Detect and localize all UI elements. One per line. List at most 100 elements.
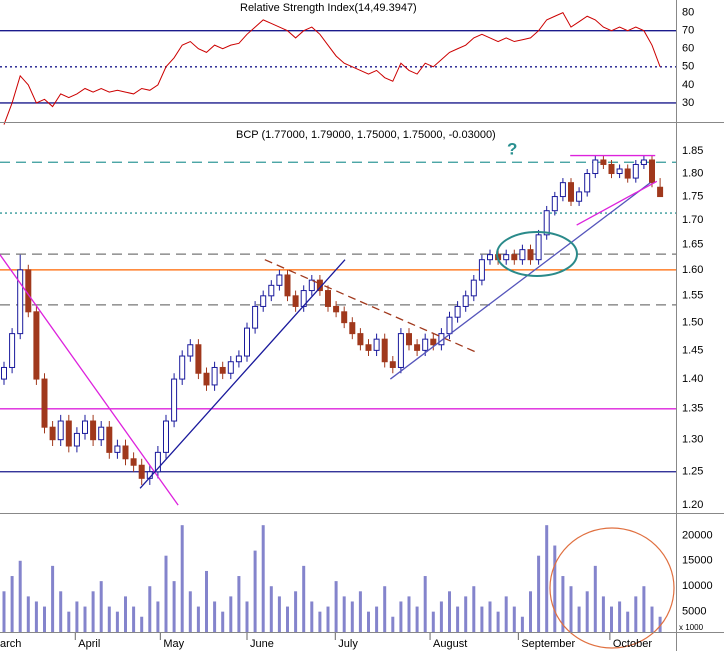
volume-bar — [383, 586, 387, 632]
volume-bar — [650, 606, 654, 632]
candle-body — [454, 305, 461, 318]
volume-bar — [553, 545, 557, 632]
volume-bar — [601, 596, 605, 632]
x-tick-label: September — [521, 638, 575, 650]
candle-body — [163, 420, 169, 453]
candle-body — [235, 355, 242, 363]
volume-bar — [302, 565, 306, 632]
volume-bar — [99, 581, 103, 632]
panel — [0, 11, 680, 125]
volume-bar — [237, 576, 241, 632]
volume-bar — [59, 591, 63, 632]
x-tick-label: October — [613, 638, 652, 650]
volume-bar — [610, 606, 613, 632]
volume-bar — [456, 606, 460, 632]
candle-body — [357, 333, 364, 346]
trend-line — [389, 182, 651, 380]
volume-bar — [310, 601, 314, 632]
volume-bar — [156, 601, 160, 632]
volume-bar — [545, 525, 549, 632]
y-tick-label: 1.20 — [682, 499, 703, 511]
volume-bar — [577, 606, 581, 632]
candle-body — [365, 344, 372, 351]
candle-body — [308, 279, 315, 292]
candle-body — [341, 311, 348, 324]
volume-bar — [642, 586, 646, 632]
candle-body — [503, 254, 510, 261]
volume-bar — [221, 611, 225, 632]
volume-bar — [286, 606, 289, 632]
volume-bar — [658, 616, 662, 632]
volume-bar — [480, 606, 484, 632]
volume-bar — [51, 565, 55, 632]
y-tick-label: 15000 — [682, 555, 713, 567]
volume-bar — [229, 596, 233, 632]
x-tick-label: July — [338, 638, 358, 650]
volume-bar — [132, 606, 136, 632]
candle-body — [543, 210, 550, 236]
volume-bar — [26, 596, 30, 632]
candle-body — [41, 378, 48, 428]
candle-body — [114, 445, 121, 453]
volume-bar — [342, 596, 346, 632]
x-tick-label: May — [163, 638, 184, 650]
candle-body — [17, 269, 24, 335]
volume-bar — [180, 525, 184, 632]
volume-bar — [334, 581, 338, 632]
y-tick-label: 50 — [682, 61, 694, 73]
volume-bar — [448, 591, 451, 632]
trend-line — [0, 254, 179, 506]
candle-body — [349, 322, 356, 335]
volume-bar — [277, 596, 281, 632]
volume-bar — [375, 606, 379, 632]
volume-bar — [358, 591, 362, 632]
y-tick-label: 1.65 — [682, 239, 703, 251]
candle-body — [568, 182, 574, 202]
candle-body — [535, 234, 542, 261]
unit-label: x 1000 — [679, 623, 704, 632]
volume-bar — [537, 555, 541, 632]
rsi-title: Relative Strength Index(14,49.3947) — [240, 2, 417, 14]
candle-body — [592, 159, 599, 175]
volume-bar — [91, 591, 95, 632]
candle-body — [9, 333, 16, 368]
x-tick-label: April — [78, 638, 100, 650]
axis-strip — [676, 0, 724, 651]
volume-bar — [634, 596, 638, 632]
candle-body — [511, 254, 518, 261]
rsi-line — [3, 11, 661, 125]
volume-bar — [140, 616, 144, 632]
volume-bar — [464, 596, 468, 632]
y-tick-label: 10000 — [682, 580, 713, 592]
candle-body — [130, 458, 137, 466]
volume-bar — [124, 596, 127, 632]
candle-body — [82, 420, 88, 434]
candle-body — [527, 249, 534, 261]
volume-bar — [626, 611, 630, 632]
candle-body — [211, 366, 218, 386]
y-tick-label: 5000 — [682, 606, 706, 618]
candle-body — [640, 159, 647, 165]
candle-body — [106, 426, 113, 453]
candle-body — [600, 159, 607, 165]
volume-bar — [561, 576, 565, 632]
y-tick-label: 70 — [682, 25, 694, 37]
candle-body — [57, 420, 64, 441]
candle-body — [25, 269, 32, 313]
y-tick-label: 60 — [682, 43, 694, 55]
price-title: BCP (1.77000, 1.79000, 1.75000, 1.75000,… — [236, 129, 496, 141]
y-tick-label: 1.60 — [682, 264, 703, 276]
candle-body — [333, 305, 340, 313]
candle-body — [422, 338, 429, 351]
candle-body — [292, 295, 299, 307]
volume-bar — [350, 601, 354, 632]
candle-body — [260, 295, 267, 307]
panel — [0, 150, 680, 506]
volume-bar — [10, 576, 14, 632]
candle-body — [33, 311, 40, 380]
candle-body — [487, 254, 493, 261]
volume-bar — [529, 591, 532, 632]
volume-bar — [213, 601, 217, 632]
y-tick-label: 30 — [682, 97, 694, 109]
candle-body — [616, 168, 623, 175]
